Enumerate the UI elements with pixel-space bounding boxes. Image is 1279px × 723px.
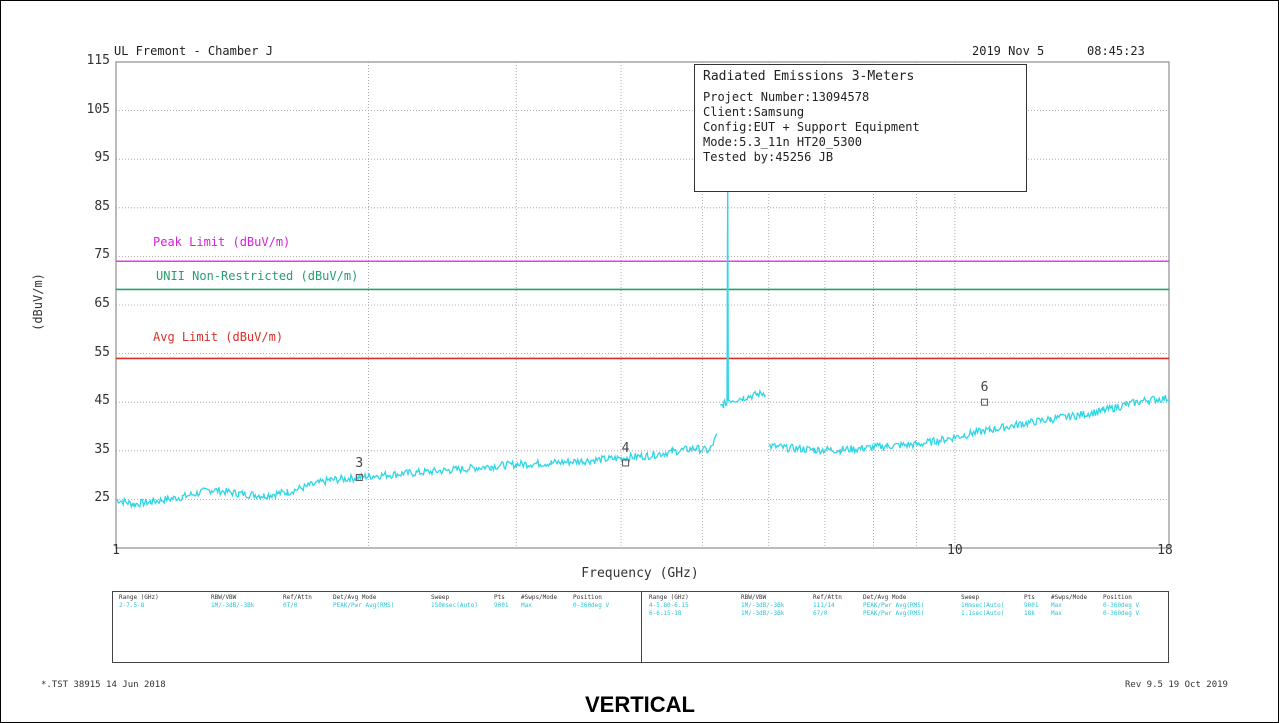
settings-column: #Swps/Mode Max Max — [1051, 594, 1087, 618]
y-tick-label: 85 — [94, 198, 110, 214]
settings-cell: 9001 — [494, 602, 509, 609]
y-tick-label: 115 — [86, 53, 110, 68]
x-axis-label: Frequency (GHz) — [581, 566, 699, 581]
settings-header: Sweep — [431, 594, 450, 601]
settings-cell: 1M/-3dB/-3Bk — [741, 610, 785, 617]
settings-column: Position 0-360deg V 0-360deg V — [1103, 594, 1139, 618]
settings-cell: 1S0msec(Auto) — [431, 602, 478, 609]
settings-header: Position — [573, 594, 602, 601]
settings-cell: 0T/0 — [283, 602, 298, 609]
settings-column: Ref/Attn 111/14 67/0 — [813, 594, 842, 618]
lab-title: UL Fremont - Chamber J — [114, 44, 273, 58]
y-axis-label: (dBuV/m) — [31, 273, 45, 331]
trace-segment-2 — [768, 394, 1170, 456]
settings-column: RBW/VBW 1M/-3dB/-3Bk — [211, 594, 254, 610]
settings-cell: 111/14 — [813, 602, 835, 609]
info-tester: Tested by:45256 JB — [703, 150, 834, 164]
sweep-settings-table: Range (GHz) 2-7.5-8 RBW/VBW 1M/-3dB/-3Bk Ref… — [112, 591, 1169, 663]
y-tick-label: 35 — [94, 441, 110, 457]
y-tick-label: 65 — [94, 296, 110, 311]
info-config: Config:EUT + Support Equipment — [703, 120, 920, 134]
settings-column: RBW/VBW 1M/-3dB/-3Bk 1M/-3dB/-3Bk — [741, 594, 784, 618]
settings-header: Ref/Attn — [813, 594, 842, 601]
settings-cell: 0-360deg V — [573, 602, 610, 609]
settings-header: Det/Avg Mode — [333, 594, 377, 601]
settings-column: Det/Avg Mode PEAK/Pwr Avg(RMS) — [333, 594, 394, 610]
settings-column: Pts 9001 18k — [1024, 594, 1038, 618]
settings-cell: 9001 — [1024, 602, 1039, 609]
settings-cell: 0-360deg V — [1103, 610, 1140, 617]
x-tick-label: 18 — [1157, 543, 1173, 558]
marker-label-4: 4 — [621, 440, 630, 456]
settings-column: Ref/Attn 0T/0 — [283, 594, 312, 610]
info-project: Project Number:13094578 — [703, 90, 870, 104]
settings-column: Pts 9001 — [494, 594, 508, 610]
settings-cell: 2-7.5-8 — [119, 602, 145, 609]
settings-divider — [641, 592, 642, 662]
info-mode: Mode:5.3_11n HT20_5300 — [703, 135, 862, 149]
settings-header: #Swps/Mode — [1051, 594, 1088, 601]
settings-header: Range (GHz) — [649, 594, 689, 601]
peak-limit-label: Peak Limit (dBuV/m) — [153, 235, 291, 249]
avg-limit-label: Avg Limit (dBuV/m) — [153, 330, 284, 344]
test-info-box: Radiated Emissions 3-Meters Project Numb… — [694, 64, 1027, 192]
unii-limit-label: UNII Non-Restricted (dBuV/m) — [156, 269, 359, 283]
settings-column: Sweep 10msec(Auto) 1.1sec(Auto) — [961, 594, 1004, 618]
y-tick-label: 105 — [86, 101, 110, 117]
settings-cell: 0-360deg V — [1103, 602, 1140, 609]
settings-cell: PEAK/Pwr Avg(RMS) — [863, 602, 925, 609]
settings-header: Position — [1103, 594, 1132, 601]
y-tick-label: 45 — [94, 393, 110, 409]
marker-3 — [355, 474, 363, 482]
test-time: 08:45:23 — [1087, 44, 1145, 58]
settings-cell: 67/0 — [813, 610, 828, 617]
settings-header: Det/Avg Mode — [863, 594, 907, 601]
trace-segment-0 — [115, 433, 718, 510]
info-client: Client:Samsung — [703, 105, 805, 119]
settings-column: Range (GHz) 2-7.5-8 — [119, 594, 159, 610]
settings-header: #Swps/Mode — [521, 594, 558, 601]
settings-cell: PEAK/Pwr Avg(RMS) — [333, 602, 395, 609]
footer-revision: Rev 9.5 19 Oct 2019 — [1125, 680, 1228, 690]
y-tick-label: 75 — [94, 247, 110, 263]
settings-header: Pts — [494, 594, 505, 601]
marker-4 — [622, 459, 630, 467]
settings-cell: Max — [1051, 602, 1062, 609]
settings-column: Det/Avg Mode PEAK/Pwr Avg(RMS) PEAK/Pwr Av… — [863, 594, 924, 618]
settings-header: Pts — [1024, 594, 1035, 601]
settings-cell: 1M/-3dB/-3Bk — [211, 602, 255, 609]
settings-header: Ref/Attn — [283, 594, 312, 601]
trace-segment-1 — [719, 173, 767, 409]
settings-cell: 1M/-3dB/-3Bk — [741, 602, 785, 609]
x-tick-label: 10 — [947, 543, 963, 558]
settings-cell: 4-5.80-6.15 — [649, 602, 689, 609]
settings-cell: PEAK/Pwr Avg(RMS) — [863, 610, 925, 617]
x-tick-label: 1 — [112, 543, 120, 558]
settings-header: Sweep — [961, 594, 980, 601]
settings-cell: 6-6.15-18 — [649, 610, 682, 617]
y-tick-label: 55 — [94, 344, 110, 360]
settings-cell: 18k — [1024, 610, 1035, 617]
settings-cell: Max — [521, 602, 532, 609]
settings-column: Range (GHz) 4-5.80-6.15 6-6.15-18 — [649, 594, 689, 618]
y-tick-label: 95 — [94, 150, 110, 166]
marker-6 — [981, 398, 989, 406]
settings-column: Position 0-360deg V — [573, 594, 609, 610]
settings-header: Range (GHz) — [119, 594, 159, 601]
info-title: Radiated Emissions 3-Meters — [703, 69, 915, 84]
antenna-polarity: VERTICAL — [585, 692, 695, 717]
settings-cell: 1.1sec(Auto) — [961, 610, 1005, 617]
settings-cell: Max — [1051, 610, 1062, 617]
settings-header: RBW/VBW — [741, 594, 767, 601]
marker-label-3: 3 — [355, 455, 364, 471]
settings-cell: 10msec(Auto) — [961, 602, 1005, 609]
settings-column: #Swps/Mode Max — [521, 594, 557, 610]
y-tick-label: 25 — [94, 490, 110, 506]
settings-header: RBW/VBW — [211, 594, 237, 601]
footer-file-info: *.TST 38915 14 Jun 2018 — [41, 680, 166, 690]
settings-column: Sweep 1S0msec(Auto) — [431, 594, 478, 610]
marker-label-6: 6 — [980, 380, 989, 396]
test-date: 2019 Nov 5 — [972, 44, 1045, 58]
